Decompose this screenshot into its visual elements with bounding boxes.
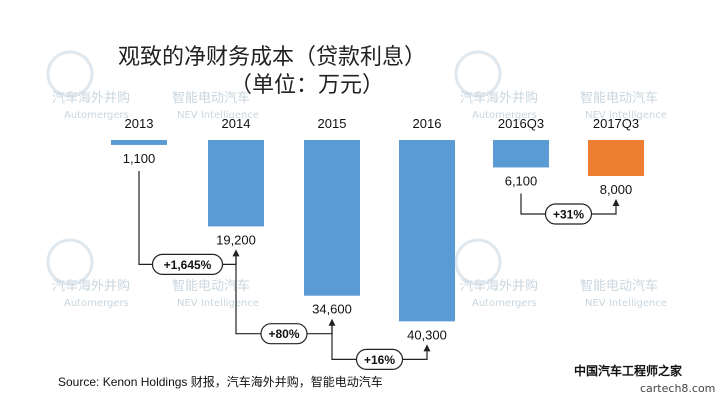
growth-pill <box>260 323 308 345</box>
growth-annotation: +31% <box>520 193 620 225</box>
value-label: 6,100 <box>505 173 538 188</box>
value-labels: 1,100 19,200 34,600 40,300 6,100 8,000 <box>123 151 633 342</box>
watermark-cn: 汽车海外并购 <box>460 278 538 294</box>
growth-annotation: +16% <box>331 321 431 370</box>
watermark-cn: 汽车海外并购 <box>52 90 130 106</box>
watermark-cn: 智能电动汽车 <box>580 278 658 294</box>
chart-subtitle: （单位：万元） <box>230 73 384 98</box>
bar-2015 <box>304 140 360 296</box>
watermark-logo-icon <box>454 238 502 286</box>
watermark-en: NEV Intelligence <box>177 298 259 309</box>
value-label: 40,300 <box>407 327 447 342</box>
growth-label: +16% <box>364 353 395 367</box>
bars <box>111 140 644 322</box>
watermark-en: NEV Intelligence <box>585 298 667 309</box>
category-label: 2016Q3 <box>498 116 544 131</box>
category-label: 2015 <box>318 116 347 131</box>
value-label: 19,200 <box>216 232 256 247</box>
growth-annotation: +1,645% <box>138 170 240 275</box>
category-label: 2014 <box>222 116 251 131</box>
watermark-en: Automergers <box>64 110 129 121</box>
category-labels: 2013 2014 2015 2016 2016Q3 2017Q3 <box>125 116 640 131</box>
arrow-up-icon <box>423 344 431 352</box>
growth-annotations: +1,645% +80% +16% +31% <box>138 170 620 370</box>
watermark-cn: 智能电动汽车 <box>580 90 658 106</box>
watermark-en: Automergers <box>472 298 537 309</box>
growth-label: +31% <box>553 208 584 222</box>
growth-pill <box>544 203 593 225</box>
watermark-logo-icon <box>454 50 502 98</box>
site-label: cartech8.com <box>640 382 716 395</box>
value-label: 34,600 <box>312 302 352 317</box>
category-label: 2017Q3 <box>593 116 639 131</box>
source-note: Source: Kenon Holdings 财报，汽车海外并购，智能电动汽车 <box>58 375 383 389</box>
watermark-cn: 智能电动汽车 <box>172 90 250 106</box>
category-label: 2016 <box>413 116 442 131</box>
category-label: 2013 <box>125 116 154 131</box>
bar-2016 <box>399 140 455 322</box>
watermark-en: NEV Intelligence <box>177 110 259 121</box>
brand-label: 中国汽车工程师之家 <box>574 364 683 378</box>
value-label: 1,100 <box>123 151 156 166</box>
chart-title: 观致的净财务成本（贷款利息） <box>118 45 426 70</box>
bar-2013 <box>111 140 167 145</box>
growth-label: +1,645% <box>164 258 212 272</box>
arrow-up-icon <box>612 199 620 206</box>
bar-2014 <box>208 140 264 227</box>
watermark-en: Automergers <box>472 110 537 121</box>
watermark-logo-icon <box>46 238 94 286</box>
watermark-layer: 汽车海外并购 Automergers 智能电动汽车 NEV Intelligence 汽… <box>46 50 667 309</box>
watermark-cn: 汽车海外并购 <box>52 278 130 294</box>
bar-2016Q3 <box>493 140 549 168</box>
watermark-cn: 智能电动汽车 <box>172 278 250 294</box>
watermark-en: NEV Intelligence <box>585 110 667 121</box>
watermark-logo-icon <box>46 50 94 98</box>
value-label: 8,000 <box>600 182 633 197</box>
growth-pill <box>355 348 404 370</box>
growth-label: +80% <box>268 327 299 341</box>
growth-pill <box>151 253 224 275</box>
watermark-cn: 汽车海外并购 <box>460 90 538 106</box>
bar-2017Q3 <box>588 140 644 176</box>
watermark-en: Automergers <box>64 298 129 309</box>
